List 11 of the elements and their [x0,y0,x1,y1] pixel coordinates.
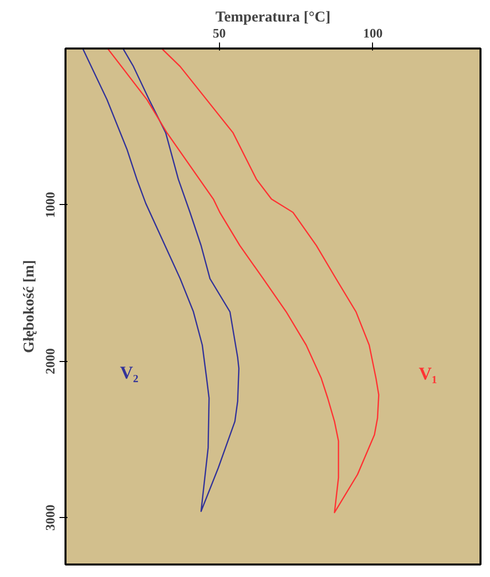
y-tick-label: 3000 [42,504,58,531]
text: V₁ [418,363,438,384]
y-tick-label: 1000 [42,192,58,218]
y-axis-title: Głębokość [m] [22,260,38,353]
line-series [106,48,380,514]
text: V₂ [120,362,138,382]
x-axis-title: Temperatura [°C] [216,10,331,26]
line-series [82,48,240,512]
y-tick-label: 2000 [42,348,58,374]
x-tick-label: 100 [363,26,383,40]
x-tick-label: 50 [212,26,226,40]
